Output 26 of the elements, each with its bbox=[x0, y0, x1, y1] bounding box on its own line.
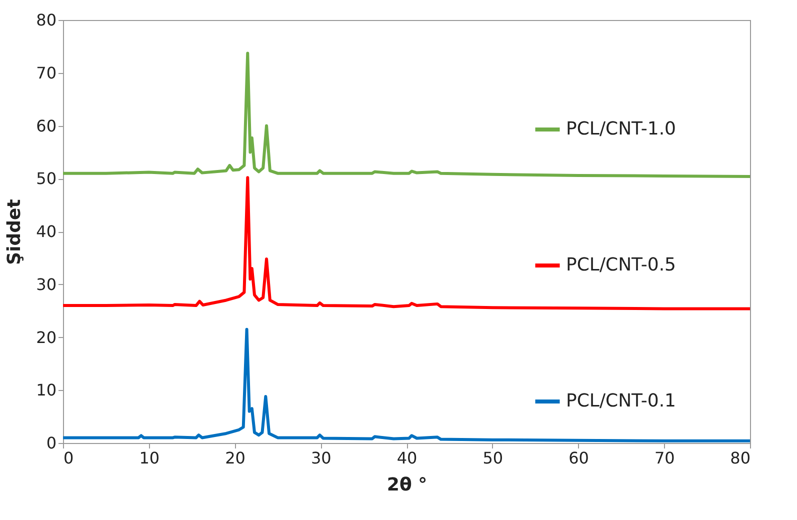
x-tick-label: 30 bbox=[310, 448, 332, 468]
y-axis-title: Şiddet bbox=[4, 198, 26, 265]
x-tick-label: 80 bbox=[730, 448, 750, 468]
legend-label: PCL/CNT-0.5 bbox=[566, 254, 676, 276]
y-tick-label: 50 bbox=[36, 169, 56, 188]
line-series bbox=[63, 52, 750, 178]
x-tick-label: 50 bbox=[482, 448, 504, 468]
x-tick-label: 20 bbox=[225, 448, 246, 468]
x-tick-label: 40 bbox=[396, 448, 418, 468]
legend-label: PCL/CNT-0.1 bbox=[566, 390, 676, 412]
y-tick-label: 70 bbox=[36, 63, 56, 82]
x-tick-label: 60 bbox=[568, 448, 589, 468]
line-series bbox=[63, 176, 750, 310]
y-tick-label: 40 bbox=[36, 222, 56, 241]
x-tick-label: 70 bbox=[654, 448, 675, 468]
y-tick-label: 10 bbox=[36, 380, 56, 400]
y-tick-label: 30 bbox=[36, 274, 56, 294]
y-tick-label: 80 bbox=[36, 10, 56, 30]
x-tick-label: 10 bbox=[139, 448, 160, 468]
x-axis-title: 2θ ° bbox=[386, 474, 428, 496]
x-tick-label: 0 bbox=[64, 448, 74, 468]
y-tick-label: 0 bbox=[46, 434, 56, 452]
legend-label: PCL/CNT-1.0 bbox=[566, 118, 676, 140]
y-tick-label: 20 bbox=[36, 328, 56, 347]
y-tick-label: 60 bbox=[36, 116, 56, 136]
line-series bbox=[63, 328, 750, 442]
